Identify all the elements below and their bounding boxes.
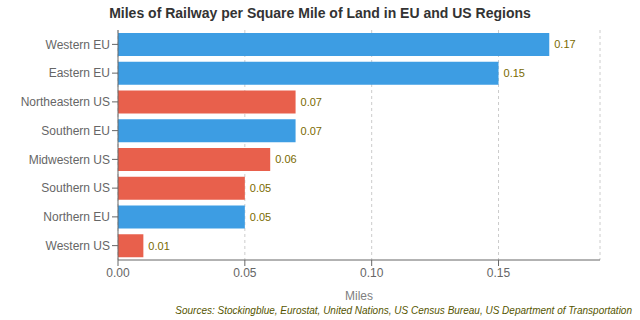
svg-text:0.07: 0.07	[301, 96, 322, 108]
svg-text:0.10: 0.10	[360, 266, 384, 280]
svg-text:0.15: 0.15	[487, 266, 511, 280]
svg-text:Northern EU: Northern EU	[43, 210, 110, 224]
svg-text:Midwestern US: Midwestern US	[29, 153, 110, 167]
svg-text:Western EU: Western EU	[46, 38, 110, 52]
svg-text:Southern US: Southern US	[41, 181, 110, 195]
svg-text:0.15: 0.15	[504, 67, 525, 79]
html-text:Sources: Stockingblue, Eurosta: Sources: Stockingblue, Eurostat, United …	[175, 305, 632, 316]
svg-text:0.00: 0.00	[106, 266, 130, 280]
svg-text:0.07: 0.07	[301, 125, 322, 137]
svg-text:0.05: 0.05	[250, 182, 271, 194]
svg-text:0.06: 0.06	[275, 153, 296, 165]
svg-text:0.05: 0.05	[250, 211, 271, 223]
svg-text:Southern EU: Southern EU	[41, 124, 110, 138]
html-text:Miles of Railway per Square Mi: Miles of Railway per Square Mile of Land…	[109, 5, 531, 21]
svg-text:Northeastern US: Northeastern US	[21, 95, 110, 109]
svg-text:Eastern EU: Eastern EU	[49, 66, 110, 80]
svg-text:0.17: 0.17	[554, 38, 575, 50]
svg-text:0.01: 0.01	[148, 240, 169, 252]
svg-text:Western US: Western US	[46, 239, 110, 253]
svg-text:Miles: Miles	[345, 289, 373, 302]
svg-text:0.05: 0.05	[233, 266, 257, 280]
